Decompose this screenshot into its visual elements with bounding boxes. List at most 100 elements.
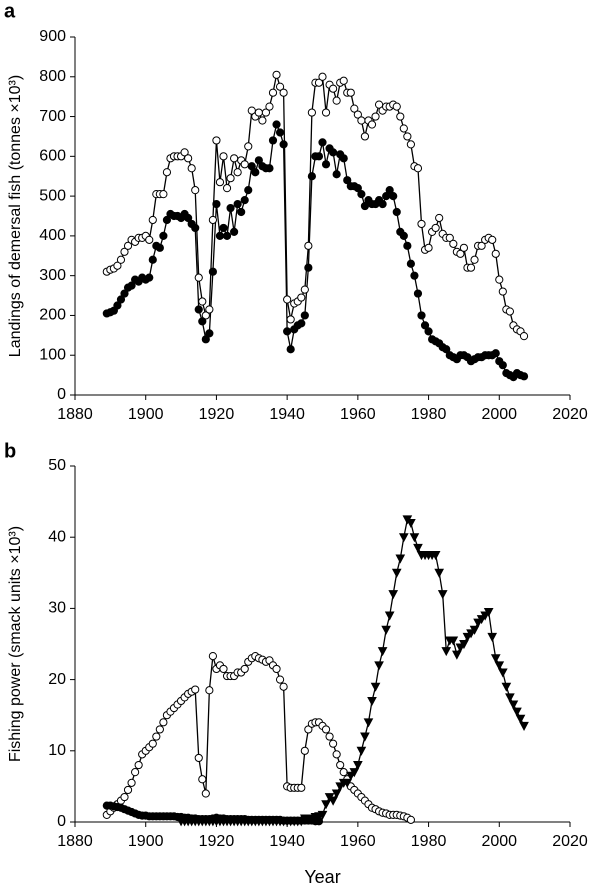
marker <box>120 247 129 256</box>
x-tick-label: 1880 <box>57 833 93 850</box>
y-tick-label: 50 <box>48 457 66 474</box>
marker <box>240 195 249 205</box>
marker <box>215 231 225 240</box>
marker <box>519 332 529 341</box>
marker <box>283 295 292 304</box>
marker <box>194 273 203 282</box>
marker <box>491 249 500 258</box>
y-tick-label: 100 <box>39 346 66 363</box>
x-tick-label: 1900 <box>128 833 164 850</box>
y-tick-label: 800 <box>39 68 66 85</box>
marker <box>145 273 154 282</box>
marker <box>159 231 168 240</box>
marker <box>388 590 399 600</box>
marker <box>215 178 225 187</box>
marker <box>519 372 529 381</box>
marker <box>403 132 412 141</box>
marker <box>159 190 168 199</box>
marker <box>441 647 452 657</box>
marker <box>456 249 465 258</box>
marker <box>437 590 448 600</box>
marker <box>191 223 200 233</box>
marker <box>497 668 508 678</box>
marker <box>222 231 232 240</box>
marker <box>325 732 334 741</box>
marker <box>343 176 352 185</box>
marker <box>406 815 415 824</box>
marker <box>494 661 505 671</box>
marker <box>304 241 313 250</box>
marker <box>346 88 355 97</box>
marker <box>219 223 228 233</box>
marker <box>198 775 207 784</box>
marker <box>155 243 164 252</box>
y-tick-label: 30 <box>48 600 66 617</box>
marker <box>399 231 408 240</box>
marker <box>275 675 285 684</box>
marker <box>385 186 394 195</box>
marker <box>483 607 494 618</box>
y-tick-label: 300 <box>39 267 66 284</box>
marker <box>448 636 459 646</box>
y-tick-label: 20 <box>48 671 66 688</box>
marker <box>194 305 203 314</box>
marker <box>392 207 401 217</box>
marker <box>505 307 514 316</box>
marker <box>134 760 143 770</box>
marker <box>205 686 214 695</box>
marker <box>413 289 423 298</box>
marker <box>304 725 313 734</box>
x-tick-label: 2020 <box>552 833 588 850</box>
x-tick-label: 1880 <box>57 406 93 423</box>
marker <box>187 164 196 173</box>
marker <box>445 233 454 242</box>
marker <box>286 315 295 324</box>
marker <box>208 215 217 225</box>
marker <box>307 108 316 117</box>
marker <box>258 116 267 125</box>
marker <box>219 664 228 674</box>
marker <box>283 327 292 336</box>
marker <box>152 732 161 741</box>
marker <box>512 707 522 717</box>
x-tick-label: 2000 <box>481 833 517 850</box>
marker <box>272 70 281 79</box>
x-axis-label: Year <box>304 867 340 887</box>
marker <box>208 267 217 276</box>
marker <box>321 725 331 734</box>
marker <box>300 746 309 755</box>
x-tick-label: 1960 <box>340 406 376 423</box>
marker <box>297 783 306 792</box>
marker <box>297 293 306 302</box>
y-axis-label: Fishing power (smack units ×10³) <box>7 526 24 762</box>
marker <box>268 136 278 145</box>
marker <box>424 327 433 336</box>
marker <box>148 215 157 225</box>
marker <box>237 207 246 217</box>
marker <box>490 654 501 664</box>
marker <box>459 243 469 252</box>
marker <box>113 261 122 270</box>
marker <box>350 104 359 113</box>
y-tick-label: 0 <box>57 813 66 830</box>
marker <box>357 190 366 199</box>
marker <box>116 295 126 304</box>
marker <box>279 682 288 691</box>
x-tick-label: 1920 <box>199 833 235 850</box>
marker <box>205 329 214 338</box>
marker <box>357 116 366 125</box>
marker <box>360 132 370 141</box>
marker <box>317 810 328 820</box>
y-tick-label: 40 <box>48 528 66 545</box>
marker <box>431 223 440 233</box>
marker <box>403 241 412 250</box>
marker <box>145 235 154 244</box>
marker <box>123 785 133 795</box>
marker <box>353 184 362 193</box>
marker <box>254 108 263 117</box>
marker <box>127 281 136 290</box>
marker <box>240 160 249 169</box>
marker <box>268 88 278 97</box>
y-axis-label: Landings of demersal fish (tonnes ×10³) <box>7 75 24 357</box>
marker <box>487 632 498 642</box>
